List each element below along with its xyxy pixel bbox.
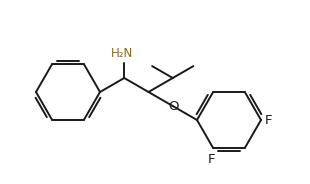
Text: H₂N: H₂N bbox=[111, 47, 133, 60]
Text: O: O bbox=[169, 100, 179, 114]
Text: F: F bbox=[265, 114, 272, 127]
Text: F: F bbox=[208, 153, 216, 166]
